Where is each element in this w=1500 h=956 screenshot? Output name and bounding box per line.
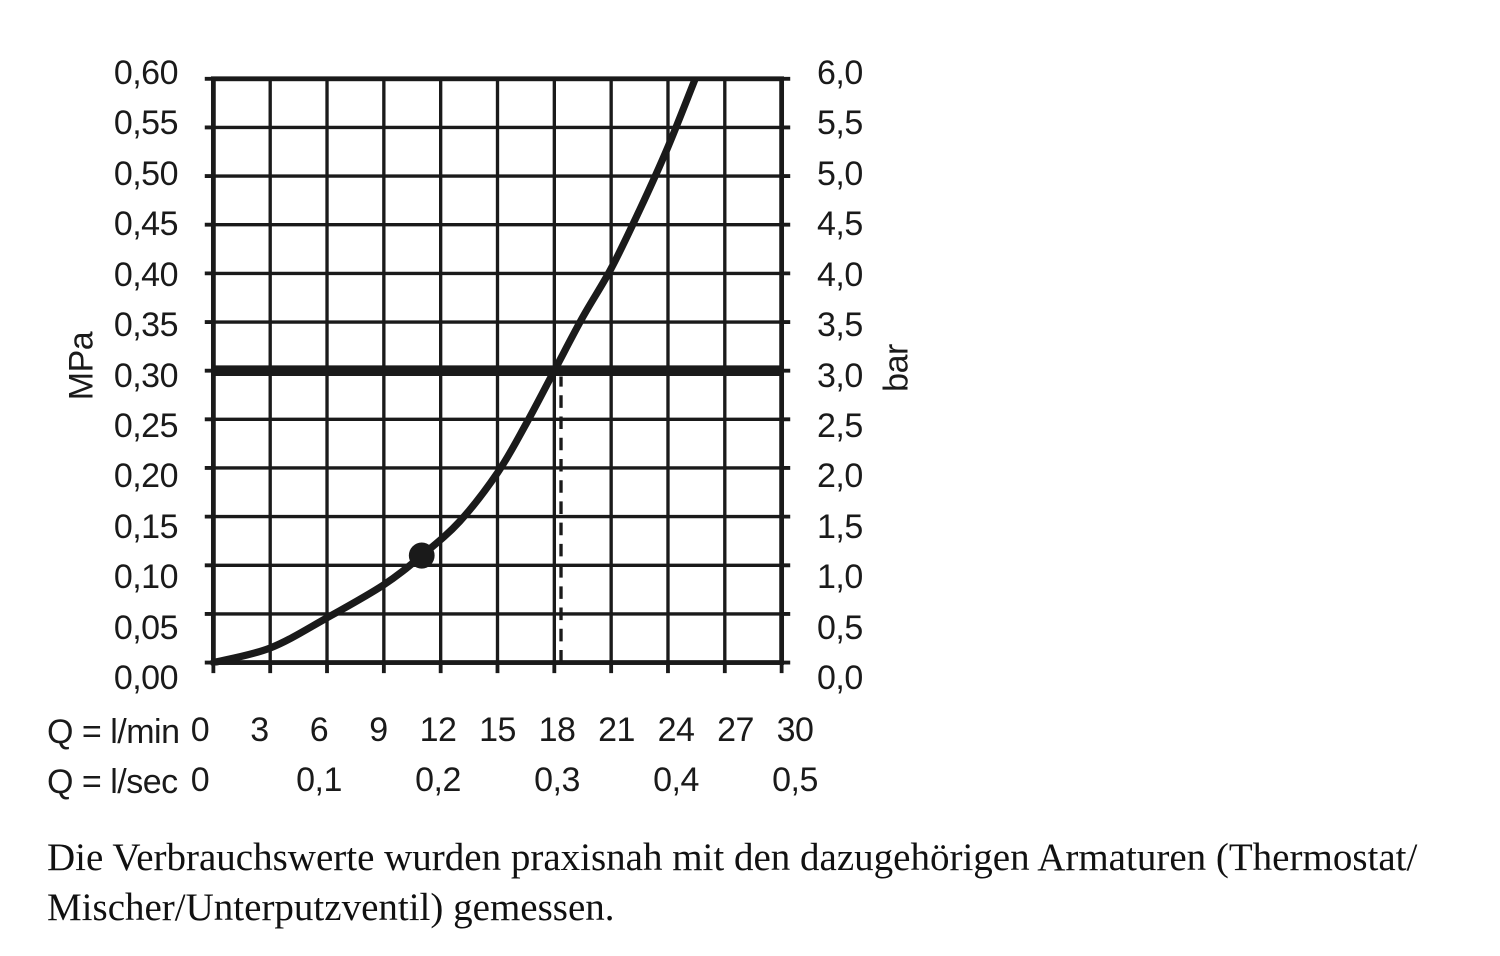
y-tick-label: 6,0 — [817, 54, 863, 92]
y-tick-label: 0,35 — [113, 306, 179, 345]
x-tick-lmin-label: 9 — [369, 711, 388, 749]
y-tick-label: 4,5 — [817, 205, 863, 244]
caption-text: Die Verbrauchswerte wurden praxisnah mit… — [47, 833, 1447, 933]
y-tick-label: 0,15 — [113, 507, 179, 546]
y-tick-label: 0,0 — [817, 659, 863, 697]
x-tick-lmin-label: 15 — [479, 711, 516, 749]
x-tick-lmin-label: 0 — [190, 711, 210, 749]
right-axis-unit-label: bar — [877, 344, 916, 392]
y-tick-label: 0,10 — [113, 558, 179, 597]
y-tick-label: 2,0 — [817, 457, 863, 496]
x-tick-lmin-label: 24 — [657, 711, 695, 749]
y-tick-label: 0,20 — [113, 457, 179, 496]
y-tick-label: 3,0 — [817, 356, 863, 395]
y-tick-label: 0,60 — [113, 54, 179, 92]
y-tick-label: 0,40 — [113, 255, 179, 294]
y-tick-label: 0,5 — [817, 608, 863, 647]
chart-plot-area — [204, 76, 791, 674]
x-tick-lsec-label: 0,1 — [296, 761, 342, 799]
x-tick-lsec-label: 0,5 — [772, 761, 818, 799]
y-tick-label: 0,30 — [113, 356, 179, 395]
y-tick-label: 0,50 — [113, 154, 179, 193]
y-tick-label: 0,00 — [113, 659, 179, 697]
y-tick-label: 0,55 — [113, 104, 179, 143]
flow-rate-curve — [210, 78, 700, 666]
x-tick-lmin-label: 27 — [717, 711, 754, 749]
y-tick-label: 1,5 — [817, 507, 863, 546]
x-tick-lmin-label: 18 — [538, 711, 576, 749]
x-tick-lmin-label: 12 — [419, 711, 457, 749]
x-tick-lmin-label: 3 — [250, 711, 269, 749]
x-tick-lmin-label: 21 — [598, 711, 635, 749]
x-tick-lsec-label: 0,4 — [653, 761, 699, 799]
y-tick-label: 5,0 — [817, 154, 863, 193]
measurement-point-marker — [408, 542, 435, 569]
x-tick-lsec-label: 0 — [190, 761, 210, 799]
y-tick-label: 3,5 — [817, 306, 863, 345]
y-tick-label: 1,0 — [817, 558, 863, 597]
caption-line-1: Die Verbrauchswerte wurden praxisnah mit… — [47, 836, 1418, 879]
x-tick-lsec-label: 0,3 — [534, 761, 580, 799]
x-tick-lmin-label: 30 — [776, 711, 814, 749]
x-axis-primary-unit-label: Q = l/min — [47, 713, 180, 751]
y-tick-label: 0,45 — [113, 205, 179, 244]
y-tick-label: 5,5 — [817, 104, 863, 143]
y-tick-label: 0,25 — [113, 406, 179, 445]
y-tick-label: 2,5 — [817, 406, 863, 445]
caption-line-2: Mischer/Unterputzventil) gemessen. — [47, 886, 615, 929]
y-tick-label: 0,05 — [113, 608, 179, 647]
x-tick-lsec-label: 0,2 — [415, 761, 461, 799]
x-axis-secondary-unit-label: Q = l/sec — [47, 763, 178, 801]
axis-tick-marks — [204, 76, 791, 674]
x-tick-lmin-label: 6 — [309, 711, 329, 749]
y-tick-label: 4,0 — [817, 255, 863, 294]
